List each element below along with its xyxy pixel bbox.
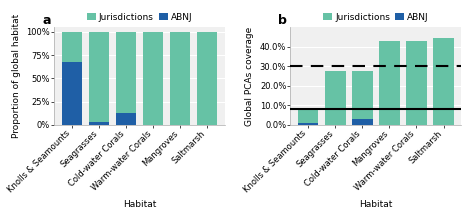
Bar (197, 32, 218, 125)
Bar (325, 71, 346, 125)
Bar (116, 113, 136, 125)
Bar (89, 32, 109, 122)
X-axis label: Habitat: Habitat (123, 200, 156, 209)
Legend: Jurisdictions, ABNJ: Jurisdictions, ABNJ (87, 13, 192, 22)
Bar (379, 41, 400, 125)
Text: b: b (278, 14, 287, 27)
Y-axis label: Proportion of global habitat: Proportion of global habitat (12, 14, 21, 138)
Bar (352, 119, 373, 125)
Bar (143, 32, 163, 125)
Bar (298, 110, 318, 123)
Legend: Jurisdictions, ABNJ: Jurisdictions, ABNJ (323, 13, 429, 22)
Bar (433, 38, 453, 125)
Bar (170, 32, 191, 125)
Bar (298, 123, 318, 125)
Bar (406, 41, 427, 125)
Text: a: a (42, 14, 51, 27)
Bar (62, 63, 82, 125)
Y-axis label: Global PCAs coverage: Global PCAs coverage (245, 26, 254, 126)
Bar (62, 32, 82, 63)
Bar (352, 71, 373, 119)
X-axis label: Habitat: Habitat (359, 200, 393, 209)
Bar (89, 122, 109, 125)
Bar (116, 32, 136, 113)
